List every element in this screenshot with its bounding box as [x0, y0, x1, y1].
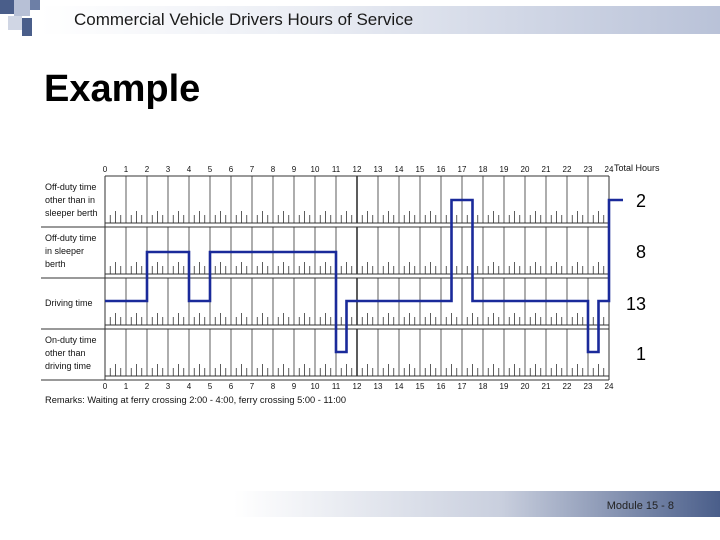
hour-label-bottom: 21	[542, 382, 551, 391]
hour-label-top: 15	[416, 165, 425, 174]
row-total: 8	[636, 242, 646, 262]
hour-label-top: 12	[353, 165, 362, 174]
hour-label-bottom: 4	[187, 382, 192, 391]
hour-label-bottom: 8	[271, 382, 276, 391]
row-total: 1	[636, 344, 646, 364]
hour-label-bottom: 19	[500, 382, 509, 391]
header-gradient-band	[40, 6, 720, 34]
row-label: berth	[45, 259, 66, 269]
hour-label-top: 14	[395, 165, 404, 174]
row-label: On-duty time	[45, 335, 97, 345]
hour-label-top: 11	[332, 165, 341, 174]
hour-label-top: 9	[292, 165, 297, 174]
header-square-5	[22, 18, 32, 36]
hour-label-top: 6	[229, 165, 234, 174]
hour-label-top: 22	[563, 165, 572, 174]
line-layer	[105, 198, 623, 354]
hour-label-bottom: 0	[103, 382, 108, 391]
row-total: 13	[626, 294, 646, 314]
hour-label-bottom: 10	[311, 382, 320, 391]
hour-label-top: 20	[521, 165, 530, 174]
row-label: driving time	[45, 361, 91, 371]
hour-label-bottom: 15	[416, 382, 425, 391]
hour-label-bottom: 5	[208, 382, 213, 391]
row-label: other than in	[45, 195, 95, 205]
hour-label-bottom: 7	[250, 382, 255, 391]
hour-label-top: 17	[458, 165, 467, 174]
hour-label-top: 18	[479, 165, 488, 174]
hour-label-bottom: 14	[395, 382, 404, 391]
footer-module-label: Module 15 - 8	[606, 500, 674, 512]
hour-label-bottom: 18	[479, 382, 488, 391]
hour-label-bottom: 12	[353, 382, 362, 391]
hour-label-top: 0	[103, 165, 108, 174]
header-square-3	[30, 0, 40, 10]
hour-label-bottom: 17	[458, 382, 467, 391]
hour-label-bottom: 11	[332, 382, 341, 391]
hour-label-top: 4	[187, 165, 192, 174]
hour-label-top: 10	[311, 165, 320, 174]
row-label: Off-duty time	[45, 182, 96, 192]
hour-label-bottom: 22	[563, 382, 572, 391]
hour-label-bottom: 20	[521, 382, 530, 391]
hour-label-bottom: 3	[166, 382, 171, 391]
hour-label-bottom: 6	[229, 382, 234, 391]
header-title: Commercial Vehicle Drivers Hours of Serv…	[74, 10, 414, 29]
remarks-text: Remarks: Waiting at ferry crossing 2:00 …	[45, 395, 346, 405]
row-label: Off-duty time	[45, 233, 96, 243]
footer-bar	[234, 491, 720, 517]
header-square-1	[0, 0, 14, 14]
hour-label-bottom: 16	[437, 382, 446, 391]
hour-label-top: 7	[250, 165, 255, 174]
header-bar	[0, 0, 720, 38]
hour-label-top: 13	[374, 165, 383, 174]
hour-label-top: 23	[584, 165, 593, 174]
hour-label-top: 21	[542, 165, 551, 174]
hour-label-bottom: 23	[584, 382, 593, 391]
duty-status-line	[105, 198, 623, 354]
hour-label-top: 5	[208, 165, 213, 174]
hour-label-top: 16	[437, 165, 446, 174]
row-label: sleeper berth	[45, 208, 98, 218]
hour-label-bottom: 1	[124, 382, 129, 391]
total-hours-header: Total Hours	[614, 163, 660, 173]
hour-label-bottom: 2	[145, 382, 150, 391]
hour-label-top: 19	[500, 165, 509, 174]
row-label: Driving time	[45, 298, 93, 308]
header-square-2	[14, 0, 30, 16]
hour-label-top: 24	[605, 165, 614, 174]
slide-title: Example	[44, 68, 201, 110]
row-total: 2	[636, 191, 646, 211]
hour-label-bottom: 13	[374, 382, 383, 391]
hour-label-bottom: 9	[292, 382, 297, 391]
hour-label-top: 8	[271, 165, 276, 174]
row-label: in sleeper	[45, 246, 84, 256]
hour-label-bottom: 24	[605, 382, 614, 391]
label-layer: Off-duty time other than in sleeper berth 2…	[45, 163, 660, 405]
hour-label-top: 3	[166, 165, 171, 174]
hour-label-top: 1	[124, 165, 129, 174]
header-square-4	[8, 16, 22, 30]
hour-label-top: 2	[145, 165, 150, 174]
row-label: other than	[45, 348, 86, 358]
